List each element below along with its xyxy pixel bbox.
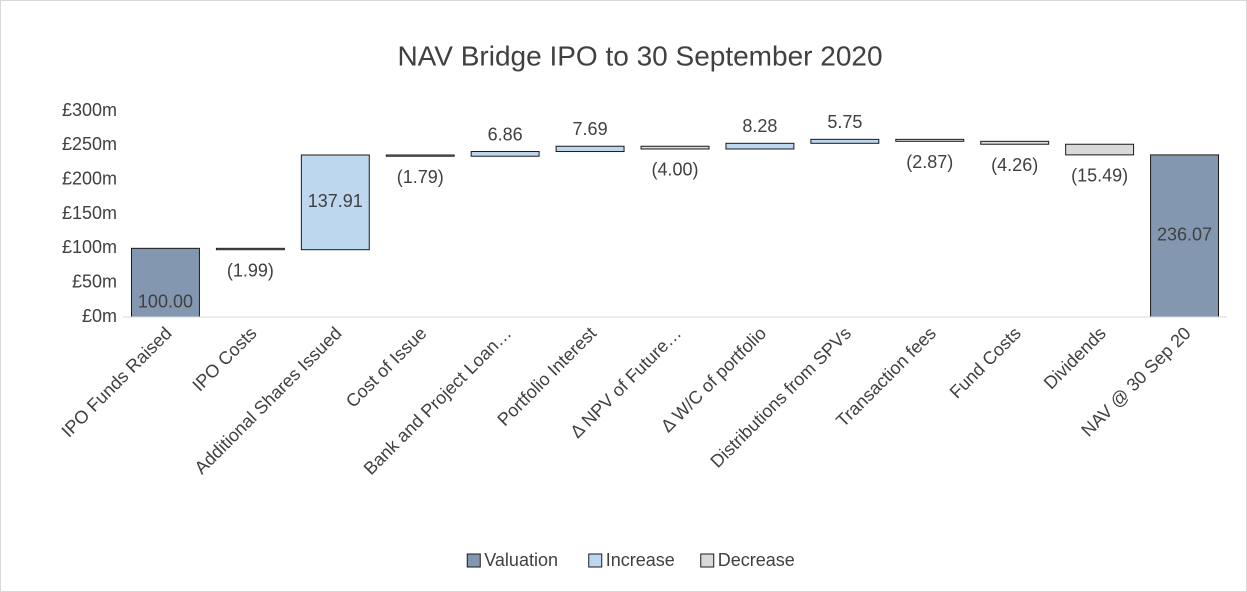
bar (810, 138, 880, 144)
legend-label: Decrease (718, 550, 795, 570)
bar (725, 142, 795, 150)
bar (640, 145, 710, 150)
data-label: (4.00) (651, 160, 698, 180)
data-label: 236.07 (1157, 225, 1212, 245)
y-tick-label: £150m (62, 203, 117, 223)
data-label: 6.86 (488, 124, 523, 144)
y-tick-label: £0m (82, 306, 117, 326)
bar (1150, 154, 1220, 318)
data-label: 100.00 (138, 291, 193, 311)
bar (385, 154, 455, 157)
data-label: (15.49) (1071, 166, 1128, 186)
data-label: 8.28 (742, 116, 777, 136)
data-label: (2.87) (906, 152, 953, 172)
y-tick-label: £100m (62, 237, 117, 257)
bar (895, 138, 965, 142)
bar (130, 247, 200, 318)
data-label: 7.69 (573, 119, 608, 139)
data-label: (4.26) (991, 155, 1038, 175)
bar (980, 140, 1050, 145)
y-tick-label: £200m (62, 168, 117, 188)
bar (555, 145, 625, 153)
y-tick-label: £250m (62, 134, 117, 154)
bar (215, 247, 285, 251)
legend-swatch (466, 553, 481, 568)
data-label: (1.79) (397, 167, 444, 187)
bar (470, 151, 540, 157)
legend-label: Increase (606, 550, 675, 570)
bar (1065, 143, 1135, 156)
legend-label: Valuation (484, 550, 558, 570)
bar (300, 154, 370, 251)
chart-title: NAV Bridge IPO to 30 September 2020 (397, 40, 882, 71)
y-tick-label: £300m (62, 100, 117, 120)
y-tick-label: £50m (72, 271, 117, 291)
legend-swatch (700, 553, 715, 568)
data-label: (1.99) (227, 260, 274, 280)
data-label: 137.91 (308, 191, 363, 211)
legend-swatch (588, 553, 603, 568)
data-label: 5.75 (827, 112, 862, 132)
